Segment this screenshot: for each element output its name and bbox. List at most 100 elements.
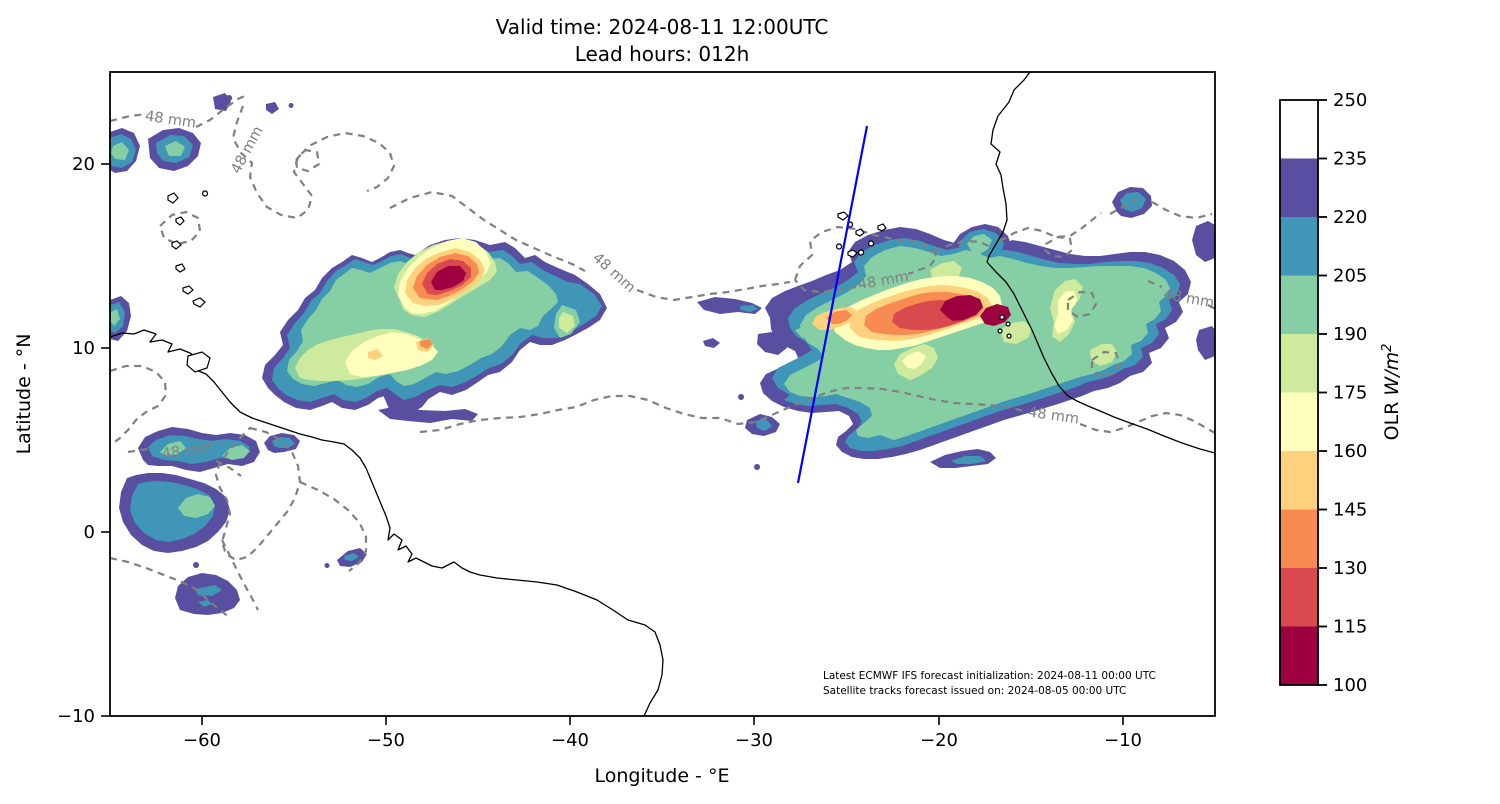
colorbar-tick-label: 220: [1333, 207, 1367, 228]
contour-label-48mm: 48 mm: [144, 109, 197, 132]
island-bijagos: [997, 328, 1003, 334]
colorbar-band: [1280, 158, 1318, 217]
island-bijagos: [1005, 321, 1011, 327]
island-cape-verde: [877, 223, 887, 232]
dash: [195, 93, 248, 128]
blob: [826, 310, 852, 324]
island-antilles: [201, 190, 209, 197]
footnote-line2: Satellite tracks forecast issued on: 202…: [823, 685, 1126, 697]
map-plot-area: 48 mm 48 mm 48 mm 48 mm 48 mm 48 mm 48 m…: [110, 72, 1215, 716]
figure-title-line2: Lead hours: 012h: [575, 42, 750, 66]
x-tick-label: −50: [367, 730, 405, 751]
colorbar: 250 235 220 205 190 175 160 145 130 115 …: [1279, 90, 1403, 696]
colorbar-label-math: W/m: [1381, 352, 1403, 396]
colorbar-tick-label: 145: [1333, 500, 1367, 521]
dash: [1147, 279, 1163, 289]
dash: [110, 364, 168, 445]
x-tick-label: −40: [551, 730, 589, 751]
dash: [636, 280, 791, 302]
blob: [559, 312, 575, 333]
colorbar-tick-label: 160: [1333, 441, 1367, 462]
blob: [738, 394, 745, 400]
blob: [344, 553, 359, 561]
colorbar-tick-label: 130: [1333, 558, 1367, 579]
colorbar-label-prefix: OLR: [1381, 396, 1403, 441]
dash: [294, 148, 321, 173]
island-antilles: [171, 240, 182, 250]
y-tick-label: 0: [84, 522, 95, 543]
x-tick-label: −20: [920, 730, 958, 751]
x-axis: −60 −50 −40 −30 −20 −10 Longitude - °E: [183, 716, 1142, 787]
dash: [933, 239, 992, 253]
island-cape-verde: [857, 249, 865, 256]
island-antilles: [167, 192, 179, 204]
dash: [221, 539, 259, 611]
blob: [165, 141, 185, 156]
island-cape-verde: [847, 249, 858, 258]
dash: [1079, 411, 1215, 434]
colorbar-band: [1280, 275, 1318, 334]
colorbar-band: [1280, 626, 1318, 685]
blob: [226, 95, 233, 101]
blob: [345, 332, 438, 377]
colorbar-tick-label: 190: [1333, 324, 1367, 345]
colorbar-band: [1280, 217, 1318, 276]
blob: [1192, 221, 1215, 262]
dash: [389, 190, 586, 272]
dash: [110, 556, 231, 619]
coastline-africa: [986, 72, 1215, 454]
x-axis-label: Longitude - °E: [595, 765, 730, 787]
dash: [1043, 235, 1074, 259]
island-cape-verde: [855, 228, 865, 237]
x-tick-label: −30: [735, 730, 773, 751]
blob: [756, 419, 772, 431]
dash: [214, 426, 302, 562]
dash: [794, 279, 857, 294]
blob: [266, 102, 279, 114]
colorbar-ticks: [1318, 99, 1327, 686]
blob: [740, 305, 758, 312]
colorbar-axis-label: OLR W/m2: [1380, 344, 1403, 441]
colorbar-tick-label: 205: [1333, 266, 1367, 287]
dash: [793, 225, 939, 281]
island-antilles: [175, 263, 186, 273]
colorbar-tick-label: 235: [1333, 149, 1367, 170]
y-tick-label: 10: [72, 338, 95, 359]
contour-label-48mm: 48 mm: [1027, 405, 1080, 428]
map-frame: [109, 71, 1216, 717]
blob: [1054, 291, 1077, 334]
blob: [754, 464, 761, 470]
blob: [193, 562, 200, 568]
x-tick-label: −60: [183, 730, 221, 751]
colorbar-band: [1280, 392, 1318, 451]
island-cape-verde: [835, 243, 843, 250]
blob: [368, 349, 383, 360]
blob: [940, 295, 983, 321]
blob: [111, 142, 129, 160]
island-bijagos: [1006, 333, 1012, 339]
colorbar-label-sup: 2: [1380, 344, 1395, 352]
blob: [967, 234, 992, 254]
island-cape-verde: [837, 211, 849, 221]
blob: [378, 406, 478, 423]
contour-label-48mm: 48 mm: [161, 440, 214, 463]
dash: [1066, 290, 1098, 319]
footnote-line1: Latest ECMWF IFS forecast initialization…: [823, 670, 1156, 682]
y-tick-label: −10: [57, 706, 95, 727]
blob: [703, 338, 720, 348]
blob: [198, 600, 212, 607]
island-antilles: [182, 285, 194, 295]
island-cape-verde: [867, 240, 875, 247]
precip-48mm-contours: [110, 93, 1215, 619]
blob: [1196, 326, 1215, 360]
blob: [1090, 344, 1117, 366]
colorbar-tick-label: 100: [1333, 675, 1367, 696]
blob: [420, 339, 433, 349]
blob: [111, 309, 120, 326]
blob: [160, 441, 186, 456]
dash: [158, 210, 202, 246]
dash: [110, 112, 148, 123]
blob: [980, 304, 1011, 326]
dash: [1151, 201, 1213, 220]
